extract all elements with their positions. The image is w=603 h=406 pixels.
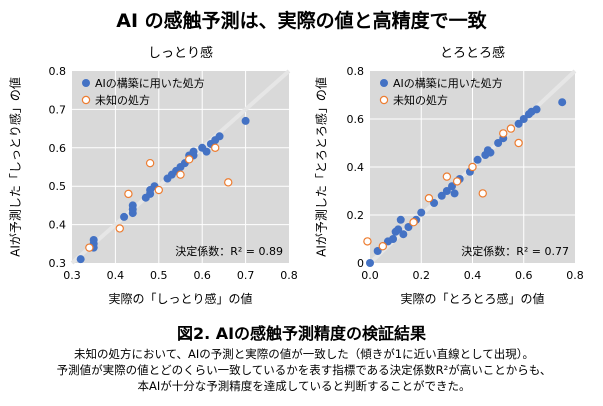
chart2-point-train [494, 139, 503, 147]
chart1-legend-marker-unknown [81, 95, 91, 105]
chart1-point-train [128, 205, 137, 214]
chart1-point-unknown [154, 185, 163, 195]
chart2-point-unknown [514, 138, 523, 148]
chart2-point-train [394, 225, 403, 234]
chart2-ylabel: AIが予測した「とろとろ感」の値 [314, 77, 329, 257]
caption-line-3: 本AIが十分な予測精度を達成していると判断することができた。 [137, 379, 471, 393]
chart2-point-train [389, 235, 398, 243]
chart2-point-train [486, 148, 495, 157]
chart2-r2-annotation: 決定係数：R² = 0.77 [461, 244, 569, 258]
chart2-ytick-label: 0.6 [347, 113, 365, 126]
chart1-point-unknown [115, 224, 124, 233]
chart2-legend-label-unknown: 未知の処方 [393, 93, 448, 107]
chart2-title: とろとろ感 [440, 45, 505, 61]
chart2-xlabel: 実際の「とろとろ感」の値 [400, 291, 544, 306]
chart1-xtick-label: 0.7 [237, 269, 255, 282]
chart2-ytick-label: 0.8 [347, 65, 365, 78]
chart1-ylabel: AIが予測した「しっとり感」の値 [8, 77, 23, 257]
chart2-legend-marker-train [380, 79, 388, 87]
chart1-point-train [241, 116, 250, 125]
chart2-xtick-label: 0.4 [464, 269, 482, 282]
chart1-ytick-label: 0.7 [49, 103, 67, 116]
chart1-point-unknown [145, 158, 155, 168]
chart1-xtick-label: 0.3 [63, 269, 81, 282]
chart2-point-train [558, 98, 567, 107]
chart2-point-unknown [363, 237, 372, 246]
chart2-point-train [437, 191, 446, 200]
chart2-point-train [473, 155, 482, 164]
chart1-xtick-label: 0.4 [107, 269, 125, 282]
chart1-point-unknown [224, 178, 233, 187]
chart2-point-unknown [506, 124, 516, 133]
chart1-point-train [215, 132, 224, 141]
caption-line-2: 予測値が実際の値とどのくらい一致しているかを表す指標である決定係数R²が高いこと… [56, 363, 552, 377]
chart2-point-train [399, 230, 408, 239]
chart2-point-unknown [409, 217, 418, 227]
chart2-point-unknown [478, 189, 487, 198]
chart2-legend-marker-unknown [379, 95, 389, 105]
chart2-point-train [396, 215, 405, 224]
chart1-xtick-label: 0.5 [150, 269, 168, 282]
chart1-ytick-label: 0.6 [49, 142, 67, 155]
chart1-legend-label-unknown: 未知の処方 [95, 93, 150, 107]
chart2-ytick-label: 0.4 [347, 161, 365, 174]
chart1-xtick-label: 0.6 [193, 269, 211, 282]
figure-title: 図2. AIの感触予測精度の検証結果 [176, 324, 427, 343]
caption: 未知の処方において、AIの予測と実際の値が一致した（傾きが1に近い直線として出現… [14, 346, 594, 394]
chart1-point-unknown [124, 189, 133, 199]
chart2-xtick-label: 0.8 [566, 269, 584, 282]
chart2-point-train [514, 119, 523, 128]
chart2-xtick-label: 0.2 [413, 269, 431, 282]
caption-line-1: 未知の処方において、AIの予測と実際の値が一致した（傾きが1に近い直線として出現… [73, 347, 535, 361]
chart1-point-unknown [176, 170, 185, 179]
chart1-point-unknown [211, 143, 220, 152]
chart2-legend-label-train: AIの構築に用いた処方 [393, 76, 503, 90]
chart1-point-train [120, 212, 129, 221]
chart1-legend-marker-train [82, 79, 90, 87]
chart2-ytick-label: 0 [357, 257, 364, 270]
chart1-xtick-label: 0.8 [280, 269, 298, 282]
chart1-point-unknown [184, 155, 194, 164]
chart1-point-train [202, 147, 211, 156]
chart1-xlabel: 実際の「しっとり感」の値 [108, 291, 252, 306]
chart2-xtick-label: 0.6 [515, 269, 533, 282]
chart2-point-unknown [424, 193, 434, 203]
chart1-ytick-label: 0.8 [49, 65, 67, 78]
chart1-legend-label-train: AIの構築に用いた処方 [95, 76, 205, 90]
chart1-ytick-label: 0.4 [49, 219, 67, 232]
chart1-point-train [89, 235, 98, 244]
chart2-point-unknown [378, 241, 388, 251]
chart2-point-unknown [442, 172, 452, 181]
chart1-ytick-label: 0.5 [49, 180, 67, 193]
chart2-point-unknown [452, 177, 462, 186]
chart1-point-unknown [85, 243, 94, 252]
chart2-point-train [442, 187, 451, 195]
chart2-point-unknown [468, 162, 477, 172]
chart2-point-train [450, 189, 459, 198]
chart2-point-train [519, 115, 528, 123]
chart2-ytick-label: 0.2 [347, 209, 365, 222]
chart2-point-train [417, 208, 426, 217]
chart1-point-train [76, 255, 85, 264]
chart1-ytick-label: 0.3 [49, 257, 67, 270]
chart1-point-train [189, 147, 198, 156]
chart2-point-train [366, 259, 374, 267]
chart1-title: しっとり感 [148, 45, 213, 61]
chart2-xtick-label: 0.0 [361, 269, 379, 282]
main-title: AI の感触予測は、実際の値と高精度で一致 [116, 10, 487, 32]
chart1-r2-annotation: 決定係数：R² = 0.89 [175, 244, 283, 258]
chart2-point-unknown [499, 129, 508, 138]
chart2-point-train [532, 105, 541, 114]
